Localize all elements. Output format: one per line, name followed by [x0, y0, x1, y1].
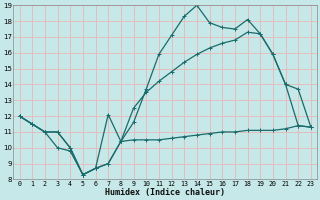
X-axis label: Humidex (Indice chaleur): Humidex (Indice chaleur)	[105, 188, 225, 197]
